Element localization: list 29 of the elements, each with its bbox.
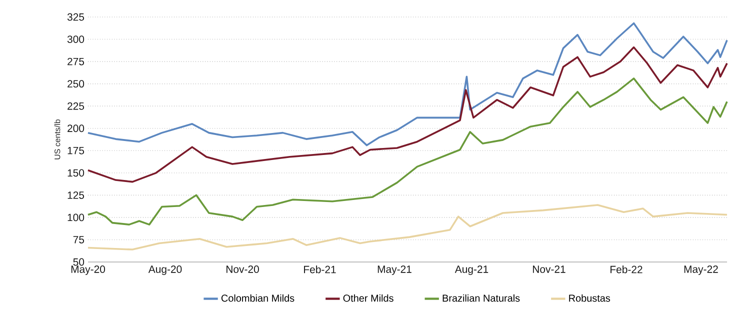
line-series bbox=[87, 78, 728, 226]
y-tick-label: 300 bbox=[67, 36, 84, 43]
x-tick-label: May-21 bbox=[378, 266, 412, 275]
x-tick-label: May-22 bbox=[684, 266, 718, 275]
x-tick-label: May-20 bbox=[71, 266, 106, 275]
y-tick-label: 325 bbox=[67, 13, 84, 21]
x-tick-label: Feb-22 bbox=[610, 266, 642, 274]
x-tick-label: Nov-21 bbox=[532, 266, 566, 273]
y-tick-label: 125 bbox=[68, 191, 84, 199]
legend-label: Colombian Milds bbox=[221, 294, 294, 302]
legend-label: Brazilian Naturals bbox=[442, 294, 520, 302]
line-series bbox=[87, 204, 728, 250]
y-tick-label: 250 bbox=[68, 80, 84, 88]
line-series bbox=[87, 46, 728, 183]
line-series bbox=[87, 22, 728, 146]
y-tick-label: 200 bbox=[68, 124, 84, 132]
y-tick-label: 75 bbox=[73, 236, 84, 244]
y-tick-label: 150 bbox=[68, 169, 84, 177]
x-tick-label: Feb-21 bbox=[304, 266, 336, 274]
y-tick-label: 50 bbox=[73, 258, 84, 266]
y-tick-label: 225 bbox=[68, 102, 84, 110]
x-tick-label: Aug-20 bbox=[148, 266, 182, 275]
legend-label: Other Milds bbox=[343, 294, 394, 302]
y-tick-label: 275 bbox=[68, 58, 84, 66]
x-tick-label: Nov-20 bbox=[226, 266, 259, 273]
y-tick-label: 175 bbox=[68, 146, 84, 154]
legend-label: Robustas bbox=[569, 294, 610, 302]
x-tick-label: Aug-21 bbox=[454, 266, 488, 275]
y-tick-label: 100 bbox=[68, 214, 84, 222]
